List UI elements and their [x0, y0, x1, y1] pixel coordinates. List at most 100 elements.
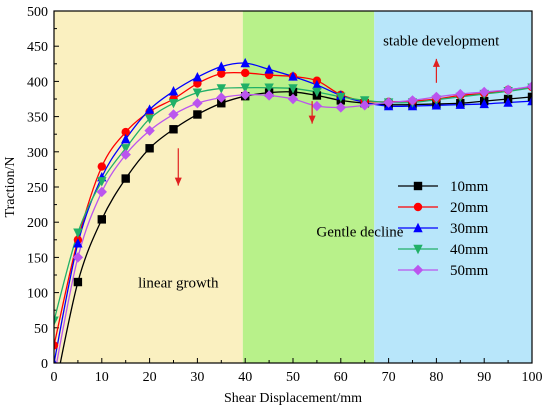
- data-point-40mm: [288, 84, 298, 94]
- legend-marker-50mm: [412, 264, 424, 276]
- y-tick-label: 100: [27, 287, 48, 302]
- data-point-50mm: [120, 149, 131, 160]
- data-point-40mm: [264, 83, 274, 93]
- plot-frame: [53, 10, 533, 364]
- legend-marker-40mm: [413, 244, 423, 255]
- data-point-40mm: [121, 144, 131, 154]
- data-point-30mm: [288, 71, 298, 81]
- data-point-20mm: [54, 341, 59, 350]
- y-tick-label: 300: [27, 146, 48, 161]
- annotation-label: linear growth: [138, 276, 219, 292]
- data-point-40mm: [240, 83, 250, 93]
- data-point-40mm: [54, 316, 59, 326]
- data-point-50mm: [144, 125, 155, 136]
- data-point-30mm: [216, 61, 226, 71]
- y-tick-label: 400: [27, 75, 48, 90]
- data-point-20mm: [217, 69, 226, 78]
- data-point-40mm: [144, 114, 155, 124]
- data-point-40mm: [73, 228, 83, 238]
- data-point-50mm: [407, 95, 418, 106]
- y-tick-label: 500: [27, 5, 48, 20]
- data-point-30mm: [168, 86, 179, 96]
- annotation-arrow-head: [174, 177, 182, 186]
- data-point-40mm: [97, 177, 107, 187]
- data-point-30mm: [240, 57, 250, 68]
- x-tick-label: 10: [95, 370, 109, 385]
- data-point-30mm: [144, 104, 155, 114]
- legend-marker-30mm: [413, 222, 423, 233]
- data-point-50mm: [311, 100, 323, 112]
- data-point-50mm: [240, 89, 251, 100]
- data-point-10mm: [217, 99, 226, 108]
- data-point-10mm: [527, 92, 532, 102]
- data-point-30mm: [479, 98, 489, 109]
- data-point-10mm: [50, 390, 58, 398]
- data-point-50mm: [431, 91, 442, 103]
- series-markers: [50, 57, 532, 398]
- data-point-30mm: [73, 238, 83, 248]
- data-point-50mm: [168, 109, 179, 120]
- data-point-50mm: [192, 98, 203, 109]
- data-point-10mm: [73, 277, 83, 287]
- data-point-30mm: [503, 97, 513, 107]
- data-point-20mm: [97, 162, 107, 171]
- legend: 10mm 20mm 30mm 40mm 50mm: [398, 179, 489, 279]
- data-point-30mm: [264, 64, 274, 74]
- y-tick-label: 0: [41, 357, 48, 372]
- data-point-30mm: [527, 95, 532, 106]
- data-point-50mm: [335, 102, 346, 113]
- data-point-30mm: [455, 99, 465, 109]
- annotation-arrow-head: [308, 115, 316, 124]
- data-point-30mm: [54, 357, 57, 363]
- data-point-50mm: [502, 84, 514, 96]
- y-tick-label: 250: [27, 181, 48, 196]
- x-tick-labels: 0 10 20 30 40 50 60 70 80 90 100: [51, 370, 543, 385]
- x-tick-label: 20: [143, 370, 157, 385]
- data-point-30mm: [121, 133, 131, 144]
- data-point-20mm: [121, 127, 130, 137]
- legend-label-30mm: 30mm: [450, 221, 489, 237]
- y-tick-label: 450: [27, 40, 48, 55]
- x-tick-label: 60: [334, 370, 348, 385]
- data-point-50mm: [359, 100, 370, 111]
- data-point-50mm: [96, 186, 107, 198]
- x-tick-label: 0: [51, 370, 58, 385]
- annotation-arrow-head: [432, 58, 440, 67]
- x-tick-label: 50: [286, 370, 300, 385]
- data-point-40mm: [168, 99, 179, 109]
- data-point-50mm: [383, 97, 394, 108]
- data-point-50mm: [72, 252, 84, 263]
- y-tick-labels: 0 50 100 150 200 250 300 350 400 450 500: [27, 5, 48, 372]
- data-point-40mm: [216, 84, 226, 94]
- annotation-label: Gentle decline: [316, 224, 403, 240]
- legend-marker-10mm: [413, 181, 423, 191]
- data-point-20mm: [241, 68, 250, 78]
- y-tick-label: 200: [27, 216, 48, 231]
- data-point-50mm: [479, 86, 490, 98]
- data-point-10mm: [169, 125, 178, 134]
- x-tick-label: 70: [382, 370, 396, 385]
- x-tick-label: 90: [477, 370, 491, 385]
- data-point-10mm: [121, 174, 130, 183]
- data-point-50mm: [263, 90, 275, 101]
- data-point-50mm: [287, 93, 299, 105]
- data-point-50mm: [455, 88, 466, 100]
- legend-marker-20mm: [413, 202, 423, 212]
- x-tick-label: 80: [429, 370, 443, 385]
- data-point-30mm: [192, 71, 203, 82]
- x-tick-label: 40: [238, 370, 252, 385]
- data-point-10mm: [97, 215, 106, 224]
- region-2: [374, 11, 532, 363]
- x-tick-label: 100: [522, 370, 543, 385]
- x-tick-label: 30: [190, 370, 204, 385]
- legend-label-20mm: 20mm: [450, 200, 489, 216]
- x-axis-label: Shear Displacement/mm: [224, 391, 362, 406]
- annotations: linear growth Gentle decline stable develo…: [138, 33, 500, 291]
- y-axis-label: Traction/N: [3, 157, 18, 218]
- data-point-20mm: [193, 79, 202, 88]
- data-point-10mm: [145, 144, 154, 153]
- data-point-40mm: [312, 87, 322, 98]
- data-point-50mm: [526, 81, 532, 92]
- y-tick-label: 150: [27, 251, 48, 266]
